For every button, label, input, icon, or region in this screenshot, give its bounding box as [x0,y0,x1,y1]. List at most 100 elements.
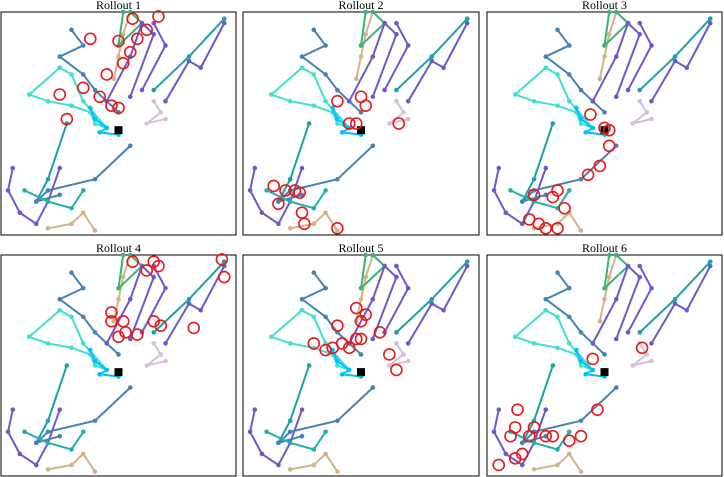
trajectory-point [543,307,549,313]
trajectory-point [151,87,157,93]
trajectory-point [637,98,643,104]
highlight-circle [593,159,607,173]
highlight-circle [591,403,604,417]
trajectory-point [401,352,406,357]
trajectory-point [358,54,364,59]
trajectory-point [519,221,525,227]
trajectory-point [613,252,619,258]
trajectory-point [57,54,63,59]
highlight-circle [551,222,564,235]
trajectory-point [555,72,560,77]
highlight-circle [140,23,153,37]
trajectory-point [550,121,556,126]
trajectory-point [491,188,497,193]
highlight-circle [539,429,553,443]
trajectory-point [358,296,364,302]
highlight-circle [152,10,165,23]
highlight-circle [307,337,321,350]
trajectory-point [543,296,549,302]
trajectory-point [370,385,376,390]
trajectory-point [57,307,63,313]
trajectory-point [120,9,126,15]
highlight-circle [342,117,356,130]
trajectory-point [120,274,126,280]
trajectory-point [287,226,293,231]
trajectory-point [491,429,497,435]
trajectory-point [111,76,117,82]
trajectory-point [358,352,364,357]
trajectory-point [370,296,376,302]
trajectory-point [80,98,86,104]
trajectory-point [306,121,312,126]
trajectory-point [287,429,293,435]
trajectory-point [92,116,98,122]
trajectory-point [401,110,406,115]
goal-marker [600,368,609,377]
trajectory-point [252,407,258,413]
highlight-circle [602,139,616,153]
trajectory-point [33,462,39,468]
highlight-circle [504,429,517,443]
trajectory-point [370,143,376,149]
trajectory-point [80,188,86,193]
highlight-circle [272,197,285,211]
highlight-circle [602,123,616,137]
trajectory-point [543,65,549,71]
trajectory-point [644,352,650,357]
highlight-circle [354,314,368,328]
trajectory-point [578,228,584,233]
trajectory-point [382,263,387,269]
trajectory-point [311,462,317,468]
trajectory-point [92,469,98,474]
trajectory-point [92,228,98,233]
trajectory-point [590,341,596,346]
panel-title: Rollout 1 [96,0,141,12]
highlight-circle [383,348,396,361]
trajectory-point [382,20,387,26]
trajectory-point [363,252,369,258]
trajectory-point [531,176,537,182]
trajectory [533,211,582,232]
trajectory-point [597,319,603,324]
trajectory-point [287,98,293,104]
plot-area [5,252,231,474]
trajectory-point [299,433,305,439]
trajectory-point [127,336,133,342]
trajectory-point [335,176,340,182]
highlight-circle [586,352,600,366]
trajectory-point [429,296,435,302]
trajectory-point [151,20,157,26]
trajectory-point [566,285,572,291]
highlight-circle [76,81,90,95]
trajectory [388,342,409,367]
trajectory-point [323,314,328,320]
trajectory-point [531,467,537,472]
trajectory-point [335,358,340,364]
highlight-circle [105,99,118,112]
plot-area [247,9,470,235]
highlight-circle [349,117,363,130]
trajectory [146,100,166,125]
trajectory [359,254,387,291]
trajectory-point [163,358,168,364]
trajectory-point [531,341,537,346]
trajectory-point [555,270,560,275]
trajectory-point [339,372,345,377]
trajectory-point [92,363,98,368]
trajectory-point [405,285,411,291]
trajectory-point [151,274,157,280]
trajectory-point [80,43,86,48]
trajectory-point [92,418,98,424]
highlight-circle [119,326,132,339]
trajectory-point [92,121,98,126]
trajectory-point [57,407,63,413]
trajectory-point [198,65,204,71]
trajectory-point [441,65,446,71]
trajectory-point [370,336,376,342]
trajectory-point [69,270,74,275]
trajectory-point [80,451,86,457]
trajectory [27,309,108,371]
trajectory-point [394,263,399,269]
trajectory-point [127,296,133,302]
